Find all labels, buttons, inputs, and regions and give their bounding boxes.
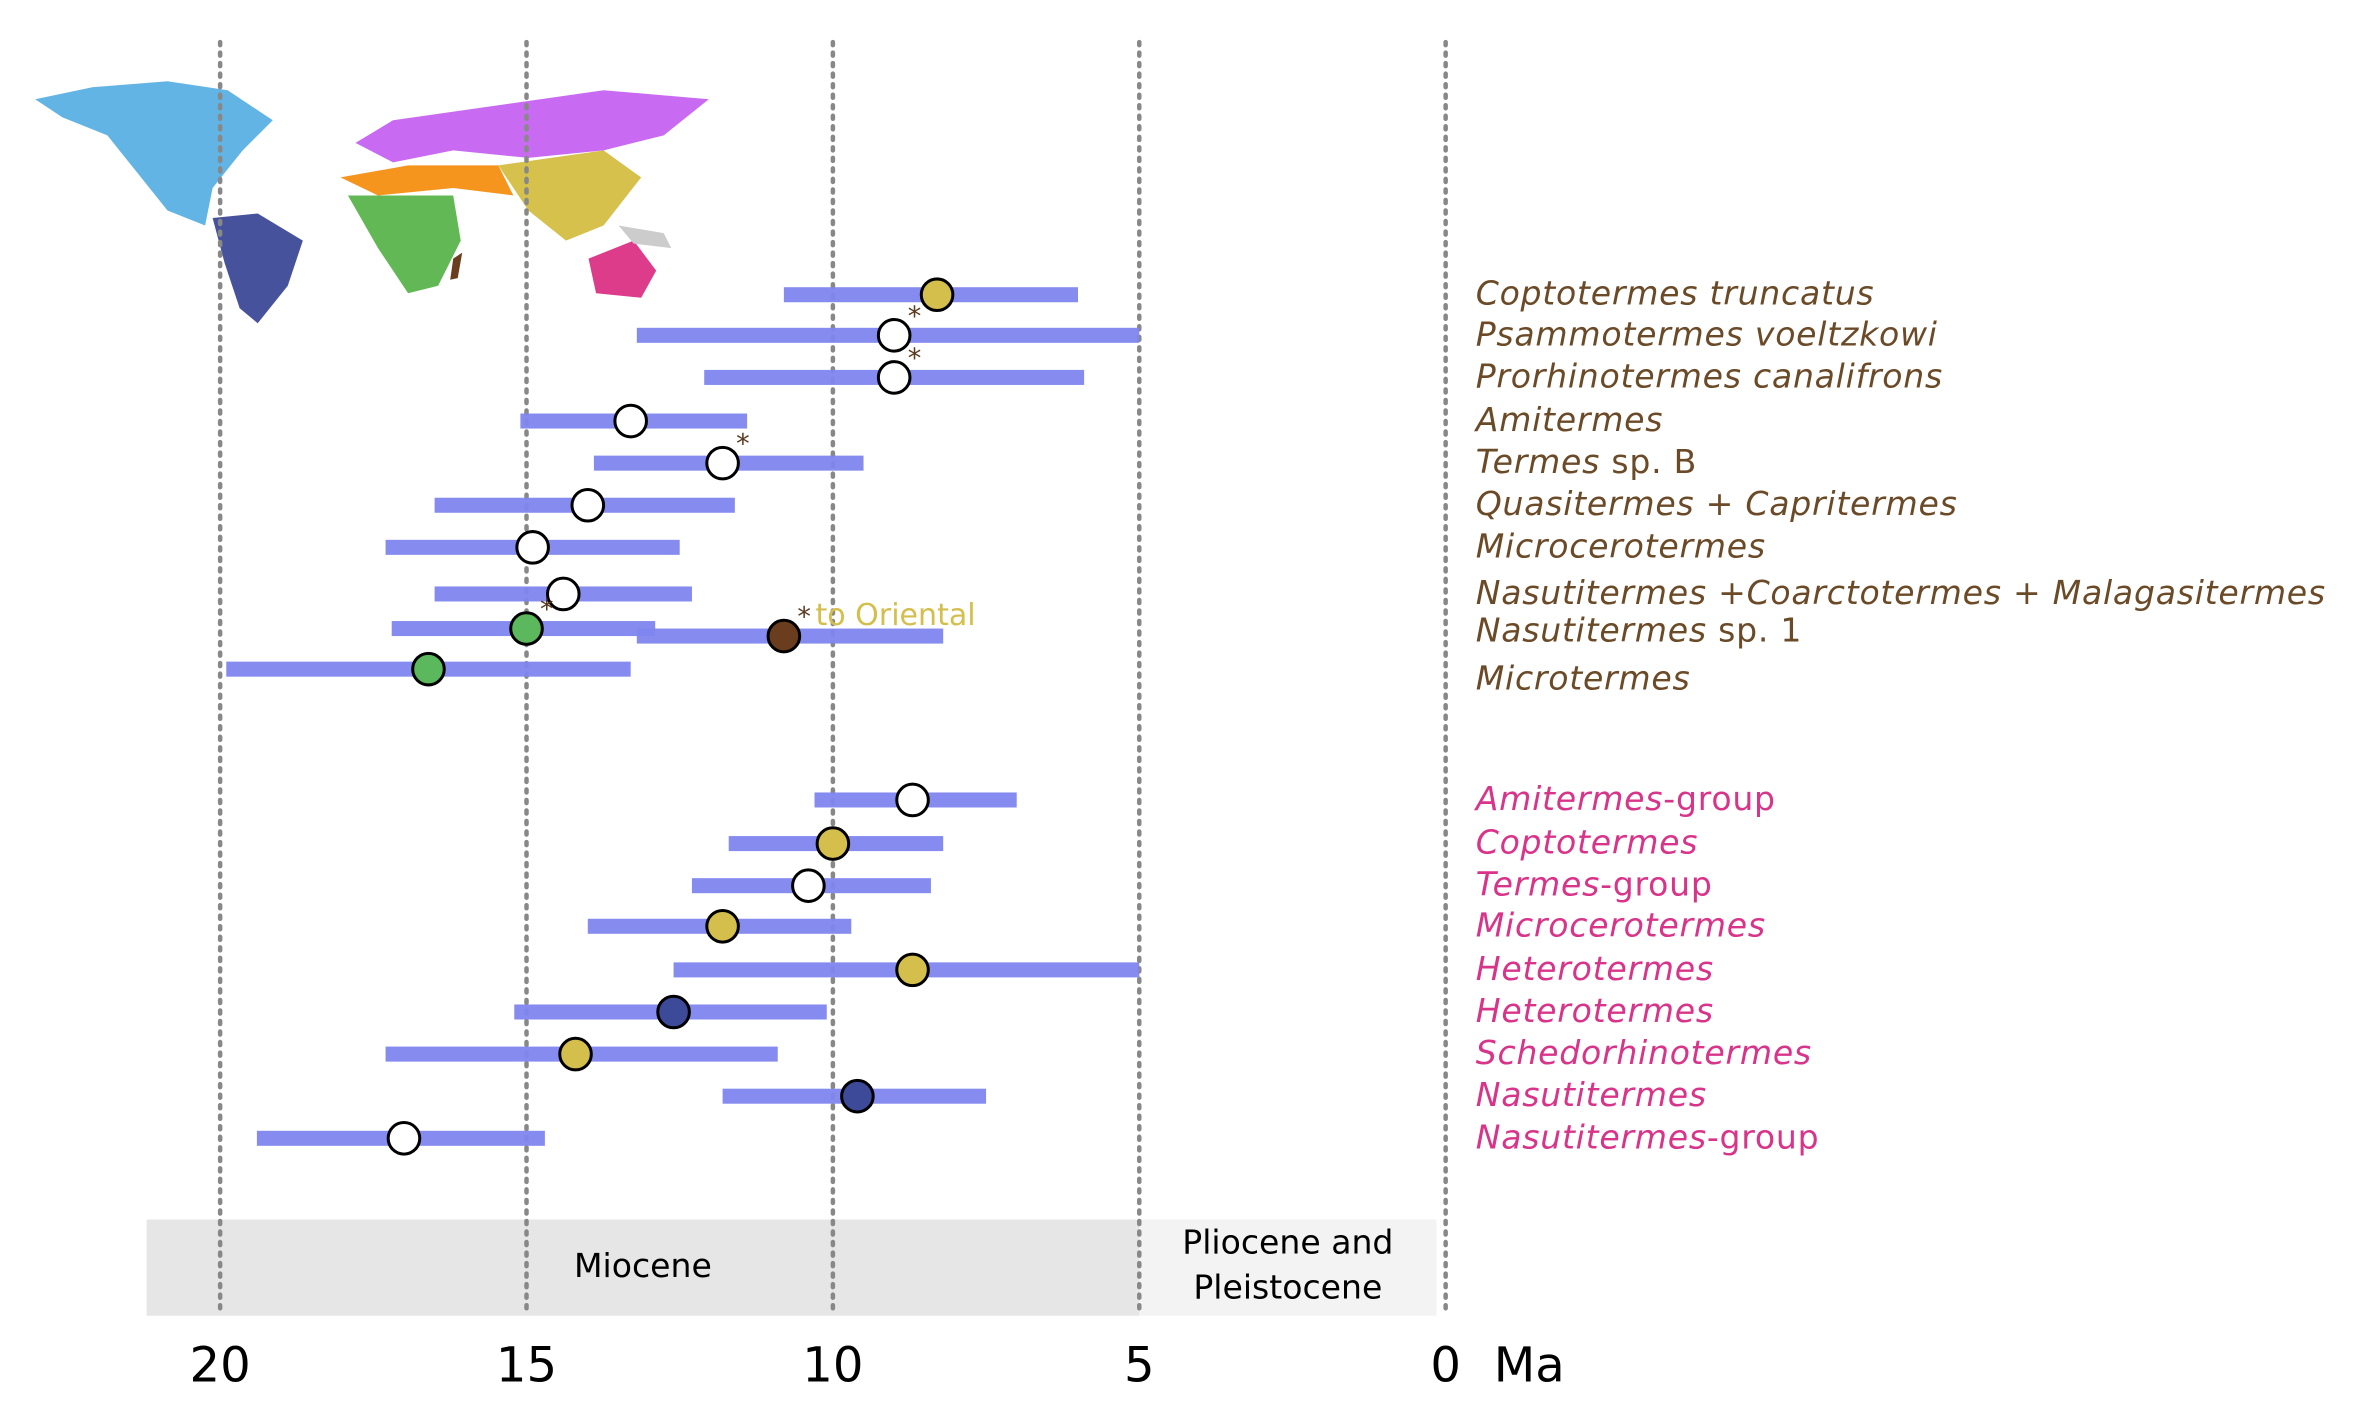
row-label-part: Schedorhinotermes: [1476, 1033, 1812, 1072]
node-age-point: [815, 826, 851, 861]
node-age-point: [613, 403, 648, 439]
asterisk: *: [908, 343, 922, 374]
row-label-part: Amitermes: [1474, 400, 1664, 439]
row-label: Coptotermes truncatus: [1476, 273, 1875, 312]
row-label: Nasutitermes sp. 1: [1476, 610, 1802, 649]
row-label-part: Coptotermes: [1476, 822, 1699, 861]
epoch-band: [1139, 1219, 1437, 1316]
epoch-label: Miocene: [574, 1246, 712, 1285]
x-tick-label: 15: [496, 1337, 557, 1393]
row-label: Nasutitermes: [1476, 1075, 1707, 1114]
row-label-part: Coptotermes truncatus: [1476, 273, 1875, 312]
epoch-label-line: Pliocene and: [1182, 1222, 1393, 1261]
row-label: Heterotermes: [1476, 990, 1714, 1029]
row-label-part: sp. B: [1600, 442, 1697, 481]
x-tick-label: 10: [802, 1337, 863, 1393]
row-label-part: Termes: [1476, 442, 1600, 481]
row-label-part: -group: [1707, 1117, 1820, 1156]
row-label-part: Nasutitermes: [1476, 610, 1707, 649]
node-age-point: [705, 445, 740, 481]
row-label: Heterotermes: [1476, 948, 1714, 987]
row-label: Coptotermes: [1476, 822, 1699, 861]
row-label: Nasutitermes-group: [1476, 1117, 1820, 1156]
row-label-part: Nasutitermes +Coarctotermes + Malagasite…: [1476, 572, 2326, 611]
row-label-part: Microcerotermes: [1476, 905, 1766, 944]
row-label: Microcerotermes: [1476, 905, 1766, 944]
row-label-part: Microcerotermes: [1476, 526, 1766, 565]
x-tick-label: 20: [190, 1337, 251, 1393]
node-age-point: [558, 1036, 593, 1072]
epoch-label-line: Pleistocene: [1193, 1267, 1382, 1306]
asterisk: *: [736, 429, 750, 460]
node-age-point: [876, 360, 912, 395]
row-label: Termes sp. B: [1476, 442, 1697, 481]
node-age-point: [895, 952, 930, 988]
node-age-point: [656, 994, 691, 1030]
row-label-part: sp. 1: [1707, 610, 1802, 649]
row-label-part: Amitermes: [1474, 778, 1664, 817]
node-age-point: [766, 618, 802, 654]
node-age-point: [545, 576, 581, 612]
row-label: Amitermes-group: [1474, 778, 1776, 817]
row-label: Termes-group: [1476, 864, 1713, 903]
node-age-point: [876, 318, 912, 353]
row-label: Prorhinotermes canalifrons: [1476, 356, 1943, 395]
row-label: Microcerotermes: [1476, 526, 1766, 565]
row-label-part: -group: [1663, 778, 1776, 817]
row-label-part: Quasitermes + Capritermes: [1476, 484, 1958, 523]
node-age-point: [509, 611, 544, 646]
row-label-part: Heterotermes: [1476, 948, 1714, 987]
row-label-part: Psammotermes voeltzkowi: [1476, 314, 1938, 353]
row-label-part: Nasutitermes: [1476, 1075, 1707, 1114]
node-age-point: [386, 1121, 422, 1156]
row-label-part: Microtermes: [1476, 658, 1691, 697]
row-label-part: Prorhinotermes canalifrons: [1476, 356, 1943, 395]
annotation: to Oriental: [815, 598, 975, 633]
world-map: [35, 81, 709, 324]
node-age-point: [570, 487, 606, 523]
row-label: Quasitermes + Capritermes: [1476, 484, 1958, 523]
asterisk: *: [797, 602, 811, 633]
row-label: Nasutitermes +Coarctotermes + Malagasite…: [1476, 572, 2326, 611]
row-label-part: Nasutitermes: [1476, 1117, 1707, 1156]
node-age-point: [515, 530, 550, 565]
epoch-band: [146, 1219, 1140, 1316]
row-label: Psammotermes voeltzkowi: [1476, 314, 1938, 353]
node-age-point: [840, 1078, 875, 1114]
row-label: Microtermes: [1476, 658, 1691, 697]
x-axis-label: Ma: [1494, 1337, 1565, 1393]
row-label: Amitermes: [1474, 400, 1664, 439]
node-age-point: [705, 908, 740, 944]
asterisk: *: [540, 594, 554, 625]
x-tick-label: 0: [1430, 1337, 1461, 1393]
asterisk: *: [908, 301, 922, 332]
node-age-point: [411, 651, 446, 687]
row-label-part: Heterotermes: [1476, 990, 1714, 1029]
epoch-label-wrapped: Pliocene and Pleistocene: [1182, 1222, 1393, 1306]
row-label-part: Termes: [1476, 864, 1600, 903]
node-age-point: [895, 782, 930, 818]
node-age-point: [791, 868, 826, 903]
row-label: Schedorhinotermes: [1476, 1033, 1812, 1072]
x-tick-label: 5: [1124, 1337, 1155, 1393]
node-age-point: [919, 277, 955, 313]
row-label-part: -group: [1600, 864, 1713, 903]
